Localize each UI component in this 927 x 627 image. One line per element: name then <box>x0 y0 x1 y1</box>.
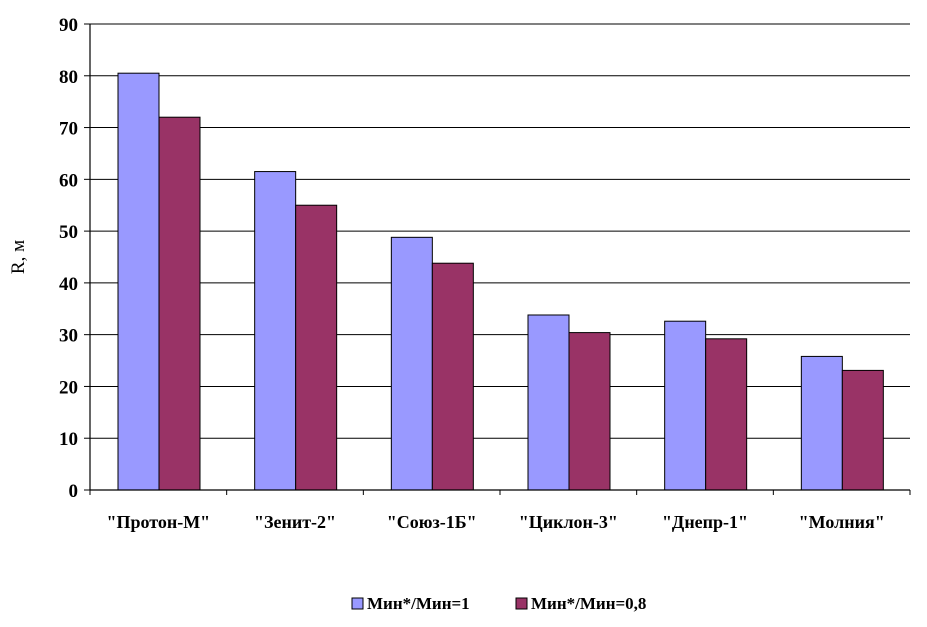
legend-label-2: Мин*/Мин=0,8 <box>531 594 646 613</box>
y-axis-title: R, м <box>8 240 29 274</box>
bar-series1-5 <box>800 355 843 491</box>
grid-lines <box>90 23 910 439</box>
bar-series2-0 <box>158 116 201 491</box>
bar-series2-3 <box>568 332 611 491</box>
y-tick-label: 20 <box>59 377 78 398</box>
legend-label-1: Мин*/Мин=1 <box>367 594 470 613</box>
axes <box>89 24 910 491</box>
bar-series1-2 <box>390 236 433 491</box>
y-tick-label: 80 <box>59 67 78 88</box>
y-tick-label: 50 <box>59 222 78 243</box>
x-tick-label: "Днепр-1" <box>662 512 748 532</box>
y-tick-label: 70 <box>59 119 78 140</box>
y-tick-label: 10 <box>59 429 78 450</box>
x-tick-label: "Молния" <box>799 512 885 532</box>
y-tick-label: 40 <box>59 274 78 295</box>
bar-series1-4 <box>664 320 707 491</box>
bar-series1-1 <box>254 171 297 491</box>
legend-swatch-1 <box>351 597 364 610</box>
x-tick-labels: "Протон-М" "Зенит-2" "Союз-1Б" "Циклон-3" "Д… <box>89 490 911 532</box>
y-tick-label: 60 <box>59 170 78 191</box>
bar-series2-4 <box>705 338 748 491</box>
bar-series1-0 <box>117 72 160 491</box>
y-tick-label: 30 <box>59 326 78 347</box>
y-tick-labels: 0 10 20 30 40 50 60 70 80 90 <box>59 15 90 502</box>
y-tick-label: 0 <box>69 481 79 502</box>
y-tick-label: 90 <box>59 15 78 36</box>
legend: Мин*/Мин=1 Мин*/Мин=0,8 <box>351 594 646 613</box>
bars <box>117 72 884 491</box>
x-tick-label: "Зенит-2" <box>254 512 336 532</box>
legend-swatch-2 <box>515 597 528 610</box>
x-tick-label: "Протон-М" <box>106 512 210 532</box>
bar-series2-5 <box>841 369 884 491</box>
bar-series2-1 <box>295 204 338 491</box>
x-tick-label: "Союз-1Б" <box>387 512 477 532</box>
bar-series1-3 <box>527 314 570 491</box>
x-tick-label: "Циклон-3" <box>519 512 618 532</box>
bar-series2-2 <box>431 262 474 491</box>
